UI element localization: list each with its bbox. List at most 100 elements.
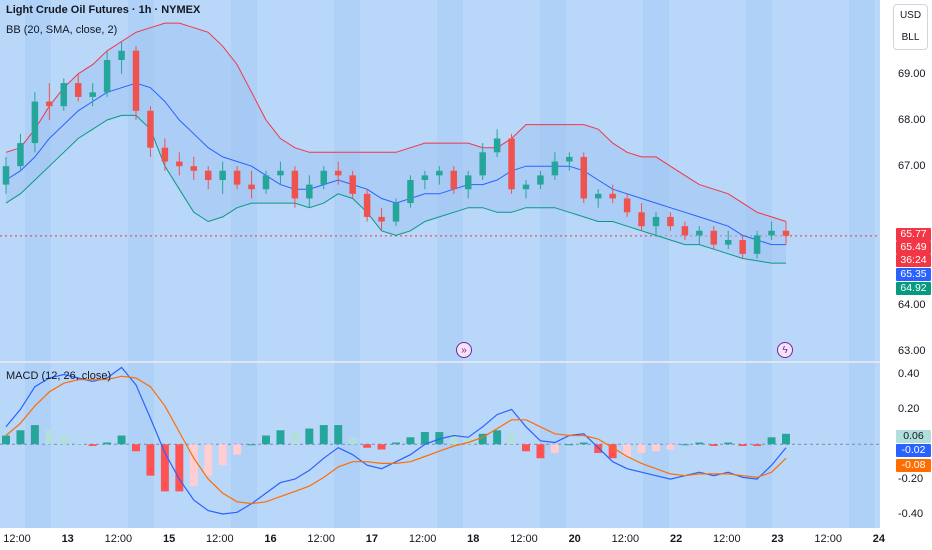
candle-body: [436, 170, 443, 176]
session-band: [643, 0, 669, 528]
candle-body: [681, 226, 689, 236]
time-tick-label: 16: [264, 533, 277, 545]
macd-histogram-bar: [435, 432, 444, 445]
macd-tag: 0.06: [896, 430, 931, 443]
candle-body: [233, 170, 241, 185]
macd-tag: -0.02: [896, 444, 931, 457]
lightning-circle-icon[interactable]: ϟ: [777, 342, 793, 358]
fast-forward-circle-icon[interactable]: »: [456, 342, 472, 358]
candle-body: [580, 156, 588, 199]
price-tag: 65.49: [896, 241, 931, 254]
time-tick-label: 12:00: [206, 533, 234, 545]
candle-body: [60, 83, 68, 107]
macd-histogram-bar: [550, 444, 559, 453]
price-tag: 64.92: [896, 282, 931, 295]
candle-body: [219, 170, 226, 180]
macd-histogram-bar: [16, 430, 25, 445]
candle-body: [768, 230, 775, 236]
candle-body: [118, 50, 125, 60]
candle-body: [638, 212, 645, 227]
macd-legend[interactable]: MACD (12, 26, close): [6, 370, 112, 382]
chart-area[interactable]: Light Crude Oil Futures · 1h · NYMEX BB …: [0, 0, 880, 528]
macd-histogram-bar: [637, 444, 646, 453]
candle-body: [407, 180, 414, 204]
candle-body: [17, 143, 24, 167]
macd-histogram-bar: [738, 444, 747, 446]
bollinger-bands-legend[interactable]: BB (20, SMA, close, 2): [6, 24, 118, 36]
candle-body: [2, 166, 10, 185]
macd-line: [5, 366, 787, 515]
bb-fill: [6, 23, 786, 264]
price-tag: 36:24: [896, 254, 931, 267]
macd-histogram-bar: [392, 442, 400, 445]
bb-line-upper: [5, 22, 787, 222]
candle-body: [667, 216, 674, 227]
macd-tick-label: 0.20: [898, 403, 920, 416]
macd-histogram-bar: [565, 444, 574, 446]
macd-histogram-bar: [767, 437, 776, 445]
macd-histogram-bar: [449, 433, 458, 445]
macd-histogram-bar: [594, 444, 603, 453]
macd-histogram-bar: [377, 444, 386, 450]
macd-histogram-bar: [493, 430, 502, 445]
macd-tick-label: -0.40: [898, 508, 924, 521]
candle-body: [320, 170, 328, 185]
time-tick-label: 12:00: [510, 533, 538, 545]
session-band: [540, 0, 566, 528]
macd-histogram-bar: [522, 444, 530, 452]
candle-body: [378, 216, 385, 222]
macd-histogram-bar: [74, 442, 83, 445]
price-tick-label: 64.00: [898, 298, 926, 311]
macd-histogram-bar: [579, 442, 588, 445]
candle-body: [204, 170, 212, 180]
macd-histogram-bar: [247, 444, 256, 446]
candle-body: [74, 83, 82, 97]
macd-histogram-bar: [753, 444, 762, 446]
candle-body: [753, 235, 761, 254]
macd-histogram-bar: [175, 444, 184, 492]
macd-histogram-bar: [507, 433, 516, 445]
macd-histogram-bar: [30, 425, 39, 445]
time-tick-label: 12:00: [713, 533, 741, 545]
macd-histogram-bar: [608, 444, 617, 459]
macd-histogram-bar: [334, 425, 343, 445]
price-tick-label: 69.00: [898, 67, 926, 80]
macd-histogram-bar: [709, 444, 718, 446]
macd-histogram-bar: [305, 428, 314, 445]
macd-histogram-bar: [782, 433, 790, 445]
candle-body: [522, 184, 530, 190]
candle-body: [161, 147, 169, 162]
time-tick-label: 12:00: [104, 533, 133, 545]
candle-body: [277, 170, 284, 176]
time-tick-label: 23: [771, 533, 784, 545]
candle-body: [537, 175, 544, 185]
price-tag: 65.35: [896, 268, 931, 281]
macd-histogram-bar: [218, 444, 227, 466]
price-axis[interactable]: 70.0069.0068.0067.0064.0063.0065.7765.49…: [880, 0, 932, 528]
macd-histogram-bar: [262, 435, 270, 445]
price-tick-label: 68.00: [898, 114, 926, 126]
candle-body: [291, 170, 299, 199]
currency-label[interactable]: USD: [899, 10, 922, 21]
macd-histogram-bar: [204, 444, 213, 476]
symbol-title[interactable]: Light Crude Oil Futures · 1h · NYMEX: [6, 4, 201, 16]
time-tick-label: 15: [162, 533, 176, 545]
time-tick-label: 18: [467, 533, 480, 545]
time-tick-label: 12:00: [3, 533, 31, 545]
currency-unit-menu[interactable]: USD BLL: [893, 4, 928, 50]
candle-body: [176, 161, 183, 167]
candle-body: [696, 230, 703, 236]
macd-histogram-bar: [290, 432, 299, 445]
unit-label[interactable]: BLL: [901, 32, 920, 43]
candle-body: [652, 216, 660, 227]
macd-histogram-bar: [536, 444, 545, 459]
macd-histogram-bar: [276, 430, 285, 445]
price-tag: 65.77: [896, 228, 931, 241]
macd-histogram-bar: [59, 435, 68, 445]
time-tick-label: 24: [872, 533, 886, 545]
time-axis[interactable]: 12:00 13 12:00 15 12:00 16 12:00 17 12:00 18 12:00…: [0, 528, 885, 550]
candle-body: [493, 138, 501, 153]
candle-body: [363, 193, 371, 217]
chart-canvas[interactable]: [0, 0, 880, 528]
candle-body: [739, 240, 746, 254]
